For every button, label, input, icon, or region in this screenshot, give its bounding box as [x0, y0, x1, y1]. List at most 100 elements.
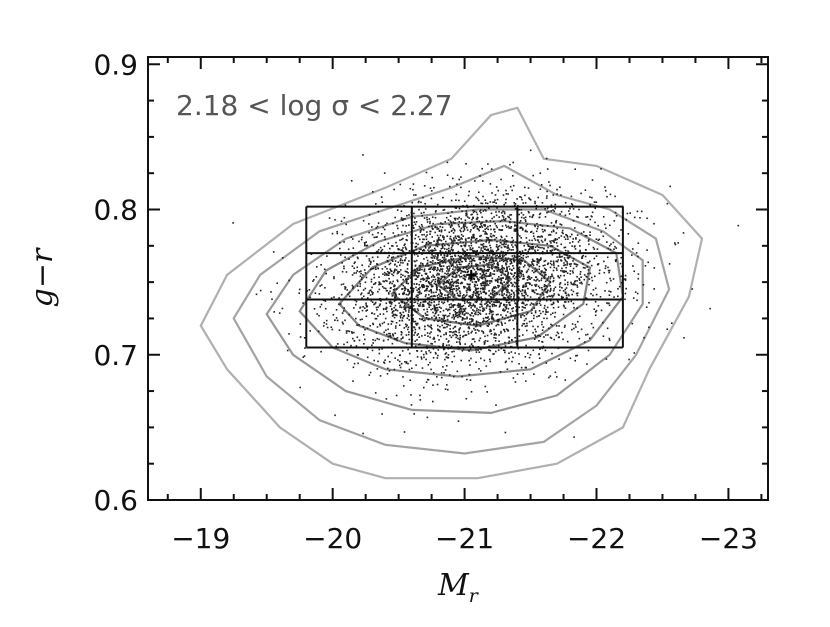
data-point [502, 288, 504, 291]
data-point [637, 277, 640, 280]
data-point [459, 295, 461, 297]
data-point [579, 271, 582, 273]
data-point [391, 320, 394, 323]
data-point [533, 307, 536, 309]
data-point [427, 285, 430, 288]
data-point [447, 272, 449, 275]
data-point [526, 312, 529, 314]
data-point [539, 224, 542, 226]
data-point [417, 255, 419, 257]
data-point [453, 271, 456, 274]
data-point [526, 276, 529, 279]
data-point [507, 281, 509, 284]
data-point [504, 431, 507, 434]
data-point [403, 385, 405, 387]
data-point [560, 243, 562, 246]
data-point [363, 269, 366, 271]
data-point [465, 294, 468, 296]
data-point [546, 279, 549, 282]
data-point [384, 238, 386, 241]
data-point [399, 239, 401, 241]
data-point [653, 222, 655, 225]
data-point [545, 300, 548, 302]
data-point [501, 229, 504, 231]
data-point [428, 293, 430, 296]
data-point [444, 294, 446, 296]
data-point [388, 370, 391, 372]
data-point [408, 352, 411, 355]
data-point [499, 304, 501, 307]
data-point [518, 272, 521, 275]
data-point [472, 315, 475, 317]
data-point [385, 329, 387, 332]
data-point [526, 223, 529, 226]
data-point [397, 261, 400, 264]
data-point [525, 293, 527, 295]
data-point [502, 218, 505, 220]
data-point [437, 334, 439, 337]
data-point [484, 269, 486, 272]
data-point [586, 261, 589, 264]
data-point [427, 249, 429, 251]
data-point [562, 271, 565, 273]
data-point [387, 323, 390, 325]
data-point [620, 256, 622, 259]
data-point [324, 287, 326, 289]
data-point [348, 295, 351, 298]
data-point [559, 186, 561, 188]
data-point [500, 321, 503, 323]
data-point [443, 288, 445, 290]
data-point [513, 260, 516, 263]
data-point [478, 351, 481, 353]
data-point [437, 354, 439, 357]
data-point [589, 218, 592, 221]
data-point [421, 318, 424, 320]
data-point [394, 292, 396, 294]
data-point [505, 277, 508, 279]
data-point [486, 202, 489, 205]
data-point [458, 239, 461, 241]
data-point [510, 293, 513, 296]
data-point [508, 216, 510, 219]
data-point [467, 333, 470, 335]
data-point [461, 317, 464, 319]
data-point [458, 315, 460, 318]
data-point [507, 257, 510, 260]
data-point [586, 216, 589, 218]
data-point [493, 294, 496, 296]
data-point [476, 329, 479, 331]
data-point [524, 325, 527, 328]
data-point [522, 275, 525, 278]
data-point [447, 295, 450, 298]
data-point [320, 350, 322, 353]
data-point [436, 240, 438, 242]
data-point [317, 330, 320, 333]
data-point [443, 297, 445, 299]
data-point [377, 360, 379, 363]
data-point [508, 276, 511, 278]
data-point [362, 274, 364, 276]
data-point [569, 242, 571, 244]
data-point [439, 330, 441, 333]
data-point [503, 304, 505, 307]
data-point [488, 268, 490, 271]
data-point [552, 277, 555, 279]
data-point [560, 235, 563, 237]
data-point [432, 260, 434, 262]
data-point [370, 268, 372, 271]
data-point [620, 229, 622, 231]
data-point [453, 228, 456, 231]
data-point [528, 265, 531, 268]
data-point [425, 317, 428, 319]
data-point [524, 216, 527, 219]
data-point [575, 326, 577, 328]
data-point [580, 276, 582, 278]
data-point [432, 295, 435, 297]
data-point [408, 214, 410, 216]
data-point [504, 273, 506, 276]
data-point [386, 373, 389, 375]
data-point [512, 161, 514, 164]
data-point [495, 333, 497, 336]
data-point [389, 305, 392, 307]
data-point [446, 384, 448, 386]
